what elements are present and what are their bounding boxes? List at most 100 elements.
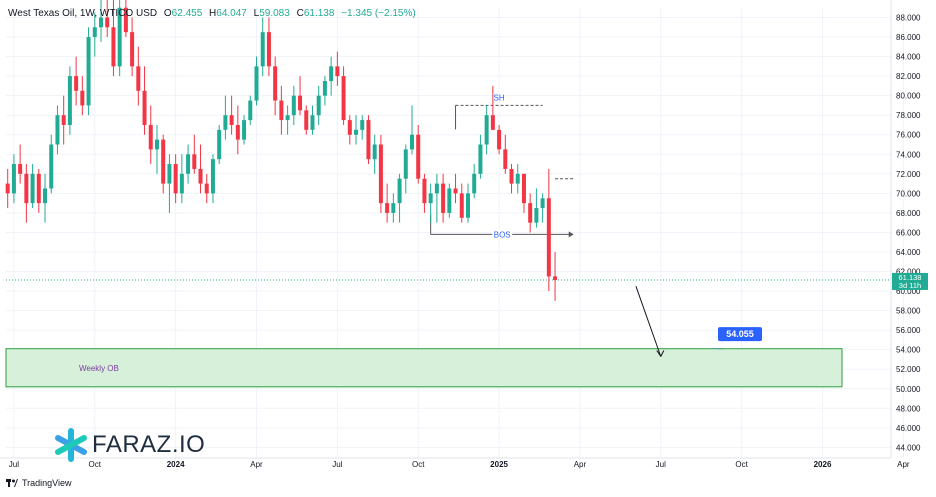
open-label: O xyxy=(163,8,172,19)
candle xyxy=(130,17,135,77)
candle-body xyxy=(360,120,365,130)
symbol-title: West Texas Oil, 1W, WTICO USD xyxy=(8,8,158,19)
candle xyxy=(5,168,10,209)
candle xyxy=(80,76,85,116)
close-label: C xyxy=(296,8,304,19)
candle xyxy=(99,0,103,42)
candle xyxy=(192,134,197,174)
candle xyxy=(528,193,533,233)
candle-body xyxy=(347,120,352,135)
candle xyxy=(509,164,514,194)
levels: SH BOS xyxy=(6,93,891,281)
footer[interactable]: TradingView xyxy=(6,478,72,488)
candle-body xyxy=(546,198,551,277)
candle-body xyxy=(130,32,135,67)
candle xyxy=(105,0,110,38)
candle-body xyxy=(24,173,29,204)
candle xyxy=(478,134,483,179)
candle-body xyxy=(279,100,284,121)
candle xyxy=(310,105,315,135)
candle-body xyxy=(397,178,402,204)
candle-body xyxy=(242,120,247,140)
candle xyxy=(285,105,290,135)
candle xyxy=(273,56,278,116)
candle-body xyxy=(192,154,197,169)
candle-body xyxy=(434,183,439,194)
candle-body xyxy=(43,188,48,204)
candle xyxy=(260,17,265,77)
candle xyxy=(248,95,253,125)
weekly-ob-label: Weekly OB xyxy=(79,364,119,373)
candle xyxy=(229,95,234,135)
candle xyxy=(266,17,271,77)
candle-body xyxy=(136,66,141,91)
tradingview-logo-icon xyxy=(6,479,18,487)
candle-body xyxy=(142,90,147,125)
candle-body xyxy=(291,95,296,116)
candle-body xyxy=(5,183,10,194)
candle xyxy=(553,251,558,301)
price-tick-label: 80.000 xyxy=(896,92,921,101)
candle-body xyxy=(61,115,66,125)
candle xyxy=(61,95,66,145)
time-tick-label: Jul xyxy=(656,460,666,469)
candle xyxy=(223,95,228,140)
candle-body xyxy=(99,17,103,28)
candle xyxy=(186,144,191,184)
candle-body xyxy=(254,66,259,101)
high-label: H xyxy=(209,8,217,19)
close-value: 61.138 xyxy=(303,8,335,19)
target-badge xyxy=(718,327,762,342)
candle-body xyxy=(248,100,253,121)
candle-body xyxy=(167,164,172,184)
grid xyxy=(6,8,904,458)
bos-arrowhead xyxy=(568,231,574,238)
candle-body xyxy=(310,115,315,130)
price-tick-label: 68.000 xyxy=(896,209,921,218)
candle xyxy=(304,105,309,135)
candle xyxy=(179,154,184,204)
candle xyxy=(279,85,284,135)
candle-body xyxy=(260,32,265,67)
candle-body xyxy=(105,17,110,28)
candle xyxy=(428,183,433,223)
candle xyxy=(335,51,340,86)
price-axis: 44.000 46.000 48.000 50.000 52.000 54.000 56.0… xyxy=(890,0,921,458)
candle-body xyxy=(36,173,41,204)
price-tick-label: 72.000 xyxy=(896,170,921,179)
candle-body xyxy=(329,66,334,82)
candle xyxy=(459,183,464,223)
candle xyxy=(291,85,296,125)
candle xyxy=(366,115,371,165)
candle xyxy=(49,134,54,194)
candle-body xyxy=(198,168,203,184)
candle-body xyxy=(11,164,16,194)
candle xyxy=(484,105,489,155)
candle-body xyxy=(385,203,390,213)
price-tick-label: 48.000 xyxy=(896,404,921,413)
candle-body xyxy=(67,76,72,125)
candle-body xyxy=(18,164,23,174)
candle xyxy=(378,134,383,213)
price-tick-label: 54.000 xyxy=(896,346,921,355)
candle xyxy=(422,173,427,213)
candle xyxy=(391,193,396,223)
brand-logo: FARAZ.IO xyxy=(54,428,205,462)
high-value: 64.047 xyxy=(216,8,247,19)
candle-body xyxy=(441,183,446,213)
candle-body xyxy=(472,173,477,194)
price-tick-label: 70.000 xyxy=(896,189,921,198)
candle xyxy=(410,105,414,155)
candle xyxy=(521,173,526,213)
price-tick-label: 52.000 xyxy=(896,365,921,374)
bar-countdown-label: 3d 11h xyxy=(899,281,921,290)
candle xyxy=(210,154,215,204)
price-tick-label: 84.000 xyxy=(896,53,921,62)
time-tick-label: Oct xyxy=(89,460,102,469)
low-label: L xyxy=(253,8,260,19)
price-tick-label: 64.000 xyxy=(896,248,921,257)
candle-body xyxy=(410,134,414,150)
candle-body xyxy=(354,129,359,135)
